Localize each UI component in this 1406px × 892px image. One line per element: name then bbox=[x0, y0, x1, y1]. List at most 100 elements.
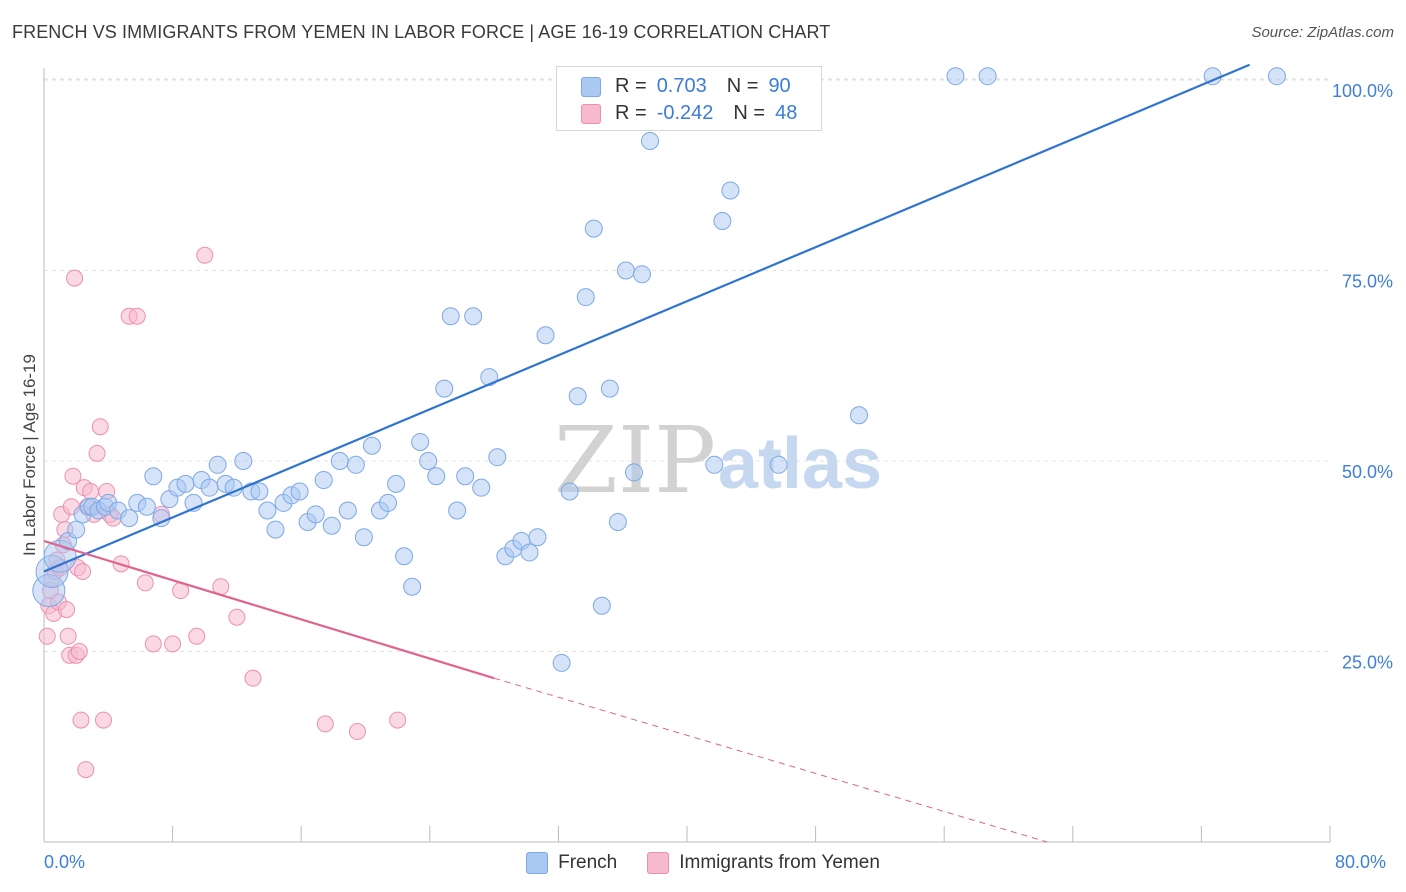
yemen-point bbox=[136, 574, 154, 592]
legend-item-french[interactable]: French bbox=[526, 852, 617, 874]
legend-swatch-french bbox=[581, 76, 601, 97]
source-label: Source: ZipAtlas.com bbox=[1251, 24, 1394, 41]
watermark-zip: ZIP bbox=[554, 407, 716, 514]
yemen-point bbox=[244, 669, 262, 687]
french-point bbox=[362, 436, 381, 455]
yemen-point bbox=[348, 723, 366, 741]
legend-r-label: R = bbox=[615, 75, 647, 97]
french-point bbox=[608, 512, 627, 531]
french-point bbox=[584, 219, 603, 238]
legend-row-french: R = 0.703 N = 90 bbox=[581, 75, 791, 98]
watermark: ZIP atlas bbox=[554, 407, 882, 514]
legend-r-label: R = bbox=[615, 102, 647, 124]
yemen-point bbox=[77, 761, 95, 779]
french-point bbox=[354, 528, 373, 547]
french-point bbox=[520, 543, 539, 562]
yemen-point bbox=[196, 246, 214, 264]
french-point bbox=[144, 467, 163, 486]
french-point bbox=[946, 67, 965, 86]
french-point bbox=[200, 478, 219, 497]
french-point bbox=[306, 505, 325, 524]
french-point bbox=[488, 448, 507, 467]
yemen-point bbox=[70, 643, 88, 660]
french-point bbox=[721, 181, 740, 200]
legend-swatch-yemen bbox=[647, 852, 670, 874]
french-point bbox=[472, 478, 491, 497]
french-point bbox=[624, 463, 643, 482]
y-tick-label: 75.0% bbox=[1342, 272, 1393, 292]
y-tick-label: 25.0% bbox=[1342, 653, 1393, 673]
french-point bbox=[379, 493, 398, 512]
french-point bbox=[464, 307, 483, 326]
french-point bbox=[632, 265, 651, 284]
french-point bbox=[419, 452, 438, 470]
french-point bbox=[769, 455, 788, 474]
yemen-point bbox=[316, 715, 334, 733]
yemen-point bbox=[82, 482, 100, 500]
french-trend-line bbox=[43, 63, 1251, 573]
french-point bbox=[137, 497, 156, 516]
french-point bbox=[314, 471, 333, 490]
yemen-point bbox=[144, 635, 162, 653]
yemen-point bbox=[88, 444, 106, 462]
french-point bbox=[176, 474, 195, 493]
french-point bbox=[435, 379, 454, 398]
yemen-point bbox=[164, 635, 182, 653]
yemen-point bbox=[59, 627, 77, 645]
french-point bbox=[266, 520, 285, 539]
french-point bbox=[290, 482, 309, 501]
yemen-point bbox=[228, 608, 246, 626]
yemen-point bbox=[38, 627, 56, 645]
series-legend: French Immigrants from Yemen bbox=[0, 852, 1406, 874]
legend-item-yemen[interactable]: Immigrants from Yemen bbox=[647, 852, 880, 874]
french-point bbox=[346, 455, 365, 474]
yemen-point bbox=[58, 601, 76, 619]
legend-n-label: N = bbox=[726, 75, 759, 97]
french-point bbox=[536, 326, 555, 345]
french-point bbox=[322, 516, 341, 535]
french-point bbox=[552, 653, 571, 672]
correlation-legend: R = 0.703 N = 90 R = -0.242 N = 48 bbox=[556, 66, 822, 131]
french-point bbox=[427, 467, 446, 486]
axes bbox=[43, 68, 1331, 843]
legend-swatch-yemen bbox=[581, 103, 601, 124]
french-point bbox=[395, 547, 414, 566]
yemen-point bbox=[74, 562, 92, 580]
gridlines bbox=[44, 78, 1330, 652]
french-point bbox=[705, 455, 724, 474]
yemen-point bbox=[91, 418, 109, 436]
french-point bbox=[568, 387, 587, 406]
y-tick-label: 100.0% bbox=[1332, 81, 1393, 101]
french-point bbox=[67, 520, 86, 539]
french-point bbox=[456, 467, 475, 486]
french-point bbox=[250, 482, 269, 501]
french-point bbox=[387, 474, 406, 493]
french-point bbox=[713, 211, 732, 230]
french-points bbox=[32, 67, 1286, 672]
french-point bbox=[528, 528, 547, 547]
french-point bbox=[600, 379, 619, 398]
chart-title: FRENCH VS IMMIGRANTS FROM YEMEN IN LABOR… bbox=[12, 22, 831, 42]
x-tick-min: 0.0% bbox=[44, 852, 86, 872]
french-point bbox=[441, 307, 460, 326]
legend-n-label: N = bbox=[733, 102, 766, 124]
legend-label-yemen: Immigrants from Yemen bbox=[679, 852, 880, 873]
french-point bbox=[403, 577, 422, 596]
yemen-point bbox=[188, 627, 206, 645]
french-point bbox=[120, 509, 139, 528]
french-point bbox=[641, 131, 660, 150]
yemen-point bbox=[64, 467, 82, 485]
y-tick-labels: 25.0% 50.0% 75.0% 100.0% bbox=[1332, 81, 1393, 673]
yemen-trend-extension bbox=[493, 677, 1048, 843]
legend-n-value: 48 bbox=[775, 102, 798, 124]
french-point bbox=[411, 432, 430, 451]
yemen-trend-line bbox=[43, 539, 495, 680]
french-point bbox=[978, 67, 997, 86]
french-point bbox=[850, 406, 869, 425]
french-point bbox=[576, 288, 595, 307]
french-point bbox=[330, 452, 349, 470]
french-point bbox=[448, 501, 467, 520]
french-point bbox=[208, 455, 227, 474]
yemen-point bbox=[66, 269, 84, 287]
